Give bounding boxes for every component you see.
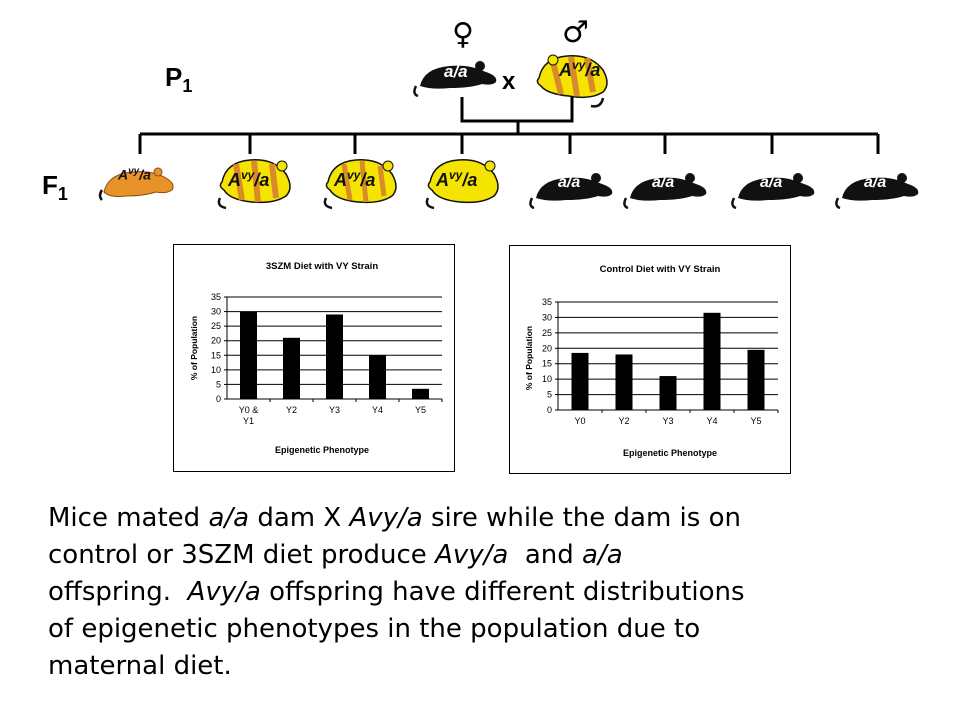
bar-y5: [412, 388, 429, 399]
bar-y2: [615, 354, 633, 410]
female-symbol: ♀: [452, 17, 474, 52]
orange-mouse-icon: [98, 167, 174, 201]
x-tick-label: Y5: [750, 416, 761, 426]
y-tick-label: 20: [211, 336, 221, 346]
y-tick-label: 25: [211, 321, 221, 331]
bar-y5: [747, 349, 765, 410]
bar-y0-y1: [240, 311, 257, 399]
black-mouse-icon: [731, 173, 815, 210]
x-axis-label: Epigenetic Phenotype: [623, 448, 717, 458]
y-tick-label: 5: [216, 379, 221, 389]
mouse-parent-dam: a/a: [410, 54, 500, 104]
f1-label: F1: [42, 170, 68, 205]
mouse-f1-2: Avy/a: [216, 154, 296, 214]
mottled-yellow-mouse-icon: [536, 54, 608, 108]
caption-line-5: maternal diet.: [48, 651, 232, 681]
mouse-f1-3: Avy/a: [322, 154, 402, 214]
chart-control-diet: Control Diet with VY Strain Epigenetic P…: [509, 245, 791, 474]
x-tick-label: Y3: [329, 405, 340, 415]
chart-title: Control Diet with VY Strain: [600, 264, 721, 275]
p1-label: P1: [165, 62, 193, 97]
black-mouse-icon: [623, 173, 707, 210]
bar-y3: [659, 376, 677, 410]
y-axis-label: % of Population: [524, 326, 534, 390]
black-mouse-icon: [529, 173, 613, 210]
bar-y3: [326, 314, 343, 399]
x-tick-label: Y0: [574, 416, 585, 426]
bar-y0: [571, 352, 589, 410]
mottled-yellow-mouse-icon: [217, 159, 291, 210]
x-tick-label: Y2: [286, 405, 297, 415]
chart-control-svg: Control Diet with VY Strain Epigenetic P…: [524, 264, 779, 458]
y-tick-label: 25: [542, 328, 552, 338]
cross-symbol: x: [502, 68, 516, 95]
mouse-f1-7: a/a: [728, 168, 818, 214]
x-tick-label: Y2: [618, 416, 629, 426]
mouse-f1-6: a/a: [620, 168, 710, 214]
chart-3szm-diet: 3SZM Diet with VY Strain Epigenetic Phen…: [173, 244, 455, 472]
y-tick-label: 5: [547, 390, 552, 400]
caption: Mice mated a/a dam X Avy/a sire while th…: [48, 500, 938, 685]
y-tick-label: 15: [211, 350, 221, 360]
black-mouse-icon: [835, 173, 919, 210]
x-tick-label: Y3: [662, 416, 673, 426]
bar-y4: [369, 355, 386, 399]
x-tick-label: Y0 &: [239, 405, 259, 415]
pedigree-lines: [138, 93, 880, 154]
x-tick-label: Y4: [372, 405, 383, 415]
mouse-f1-8: a/a: [832, 168, 922, 214]
bar-y2: [283, 337, 300, 399]
caption-line-1: Mice mated a/a dam X Avy/a sire while th…: [48, 503, 741, 533]
y-tick-label: 30: [542, 312, 552, 322]
y-axis-label: % of Population: [189, 316, 199, 380]
y-tick-label: 15: [542, 359, 552, 369]
y-tick-label: 10: [211, 365, 221, 375]
y-tick-label: 0: [216, 394, 221, 404]
y-tick-label: 10: [542, 374, 552, 384]
chart-title: 3SZM Diet with VY Strain: [266, 261, 378, 272]
chart-3szm-svg: 3SZM Diet with VY Strain Epigenetic Phen…: [189, 261, 443, 455]
black-mouse-icon: [413, 61, 497, 98]
x-tick-label: Y1: [243, 416, 254, 426]
bar-y4: [703, 312, 721, 410]
y-tick-label: 35: [542, 297, 552, 307]
yellow-mouse-icon: [425, 159, 499, 210]
x-axis-label: Epigenetic Phenotype: [275, 445, 369, 455]
y-tick-label: 30: [211, 307, 221, 317]
caption-line-4: of epigenetic phenotypes in the populati…: [48, 614, 701, 644]
mouse-f1-1: Avy/a: [96, 162, 176, 204]
y-tick-label: 20: [542, 343, 552, 353]
caption-line-2: control or 3SZM diet produce Avy/a and a…: [48, 540, 623, 570]
male-symbol: ♂: [562, 15, 589, 50]
mouse-parent-sire: Avy/a: [533, 50, 613, 110]
y-tick-label: 0: [547, 405, 552, 415]
mottled-yellow-mouse-icon: [323, 159, 397, 210]
x-tick-label: Y4: [706, 416, 717, 426]
y-tick-label: 35: [211, 292, 221, 302]
mouse-f1-5: a/a: [526, 168, 616, 214]
caption-line-3: offspring. Avy/a offspring have differen…: [48, 577, 745, 607]
mouse-f1-4: Avy/a: [424, 154, 504, 214]
x-tick-label: Y5: [415, 405, 426, 415]
